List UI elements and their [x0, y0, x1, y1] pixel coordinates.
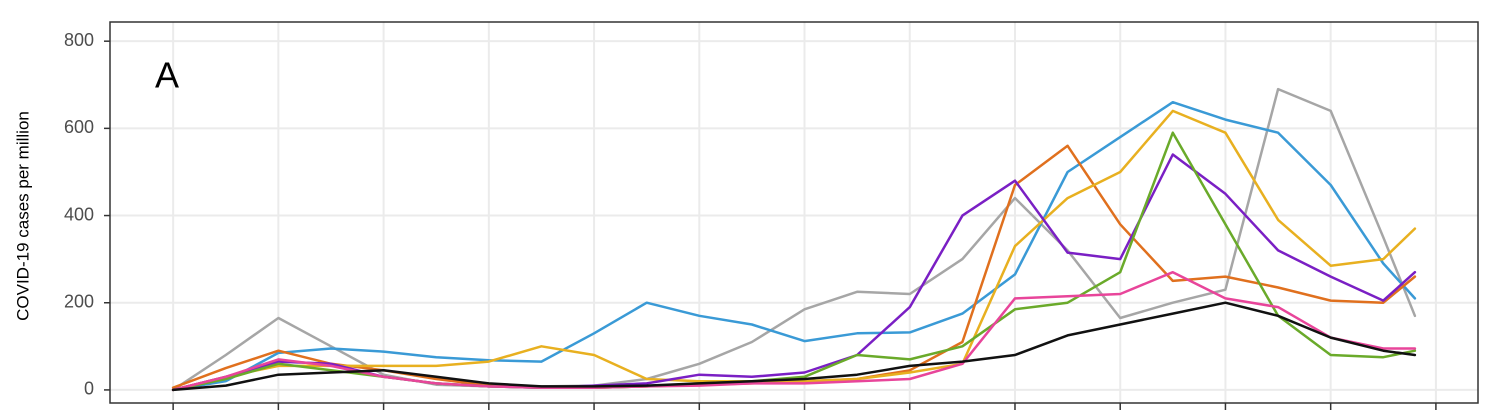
y-axis-label: COVID-19 cases per million	[13, 111, 32, 321]
y-tick-label: 800	[64, 30, 94, 50]
series-line	[171, 109, 1417, 392]
grid	[110, 22, 1478, 403]
series-line	[171, 87, 1417, 392]
series-line	[171, 270, 1417, 392]
series-line	[171, 100, 1417, 392]
series-line	[171, 301, 1417, 392]
panel-label: A	[155, 55, 179, 96]
y-tick-label: 200	[64, 291, 94, 311]
lines	[171, 87, 1417, 392]
y-tick-label: 0	[84, 379, 94, 399]
plot-border	[109, 21, 1479, 404]
y-tick-label: 400	[64, 204, 94, 224]
y-tick-label: 600	[64, 117, 94, 137]
plot-panel	[110, 22, 1478, 403]
